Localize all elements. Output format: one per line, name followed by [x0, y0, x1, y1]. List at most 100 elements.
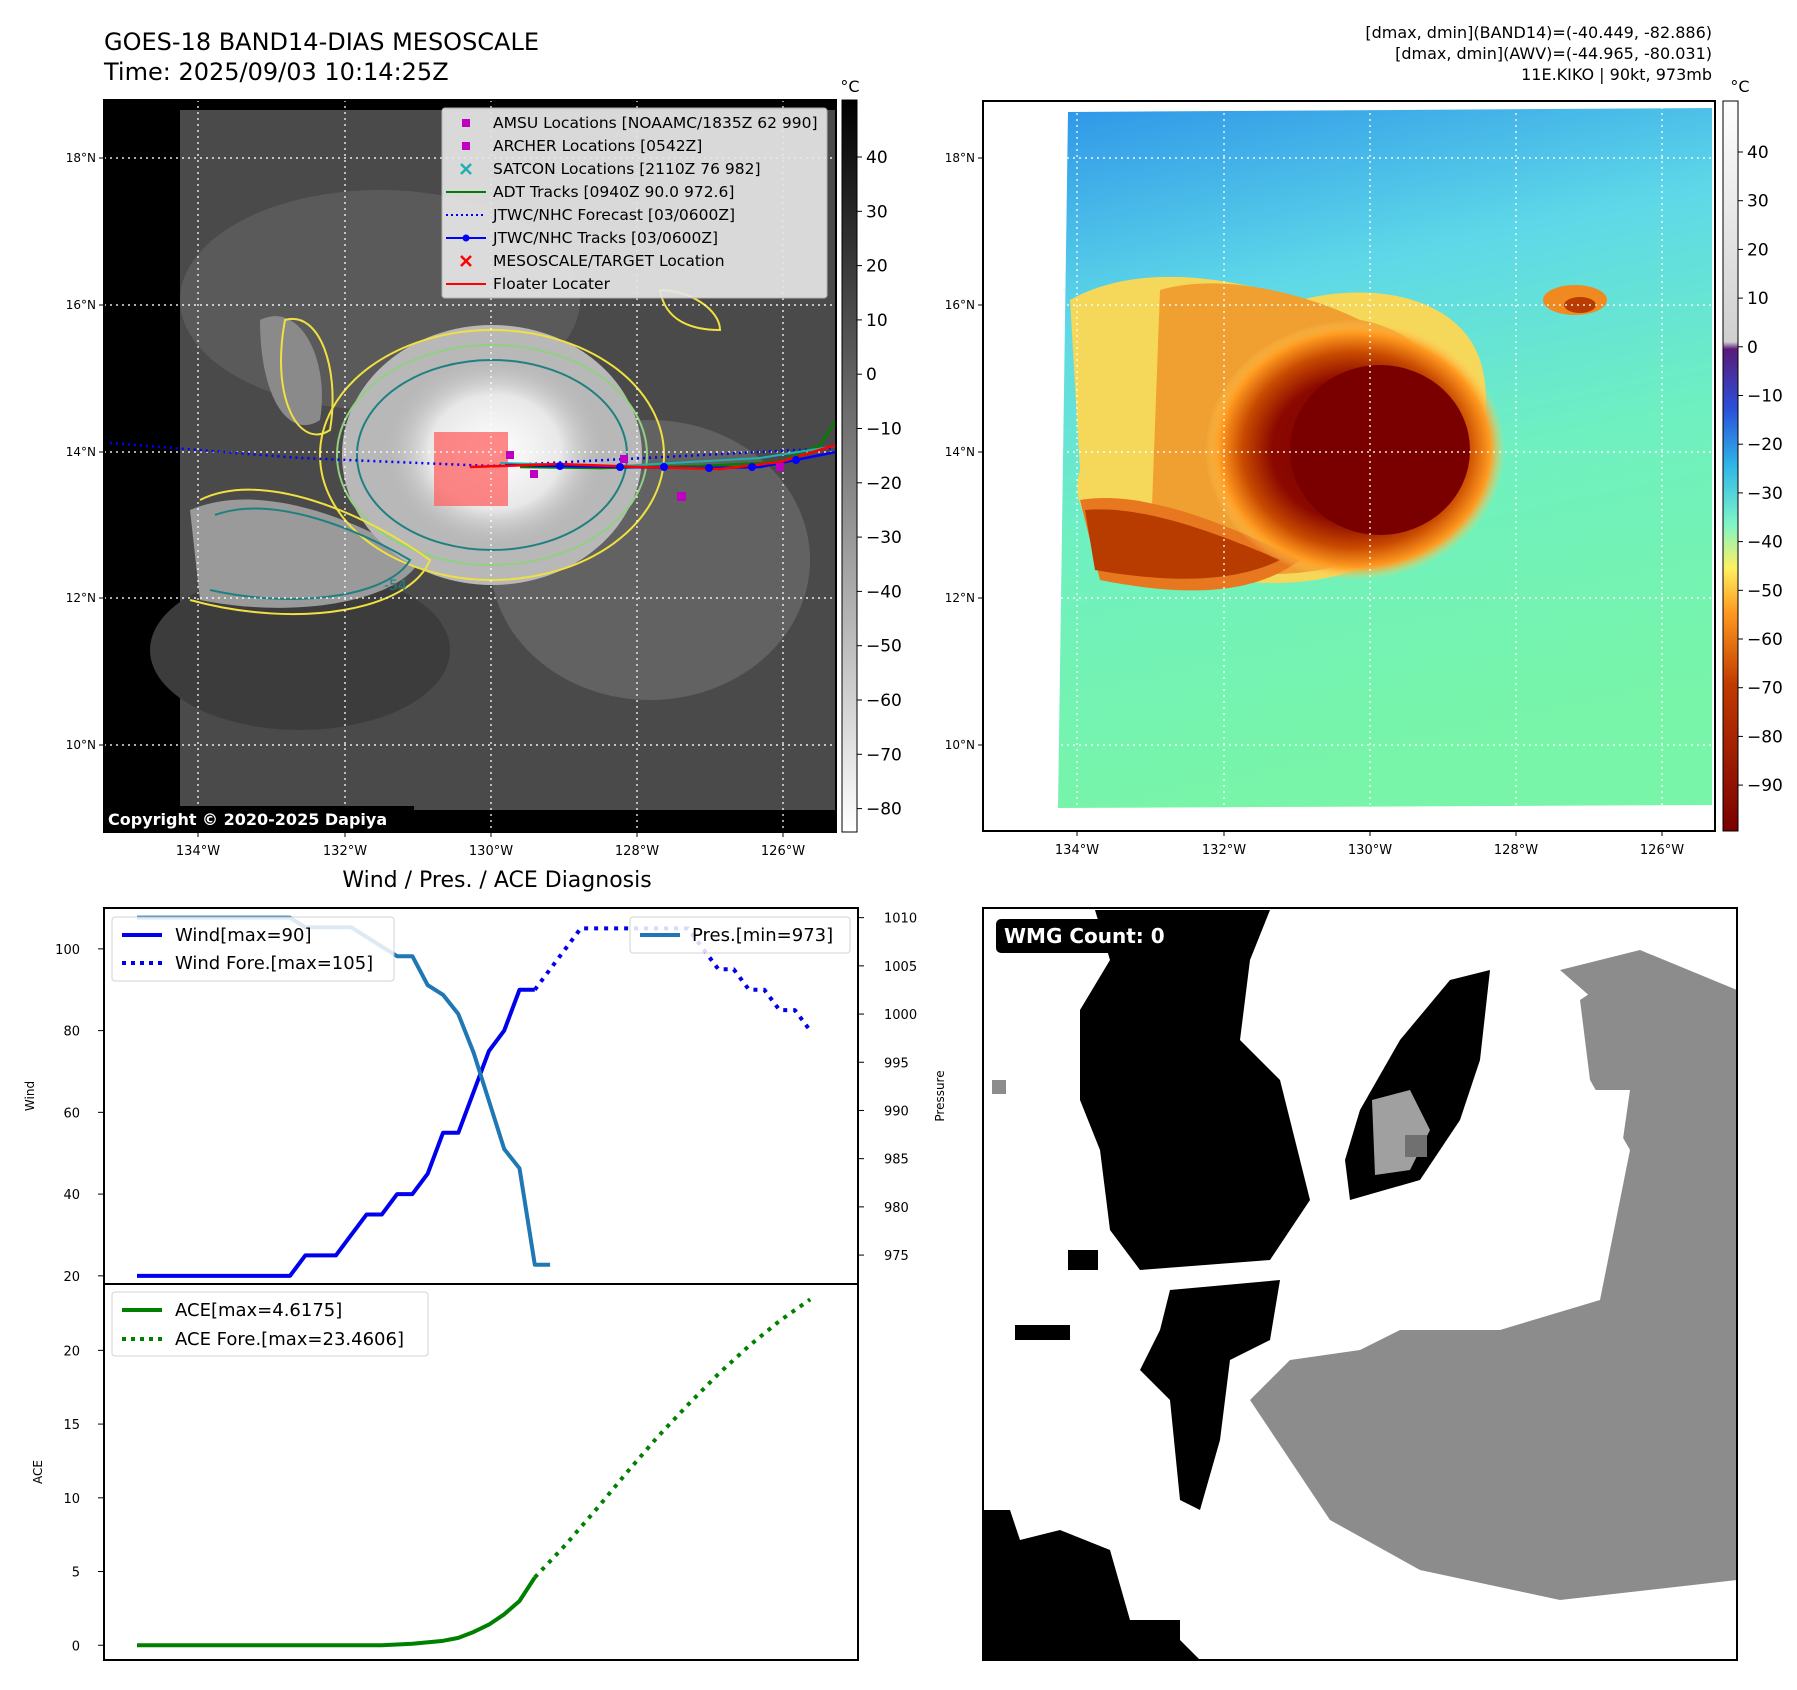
pressure-tick-label: 1000	[884, 1008, 917, 1023]
pressure-tick-label: 995	[884, 1056, 909, 1071]
wmg-panel: WMG Count: 0	[982, 907, 1738, 1661]
ir-colorbar-tick: −40	[866, 582, 902, 602]
ir-colorbar-tick: 0	[866, 365, 877, 385]
legend-ace-fore: ACE Fore.[max=23.4606]	[175, 1329, 404, 1350]
ace-tick-label: 5	[72, 1566, 80, 1581]
floater-target-box	[434, 432, 508, 506]
awv-colorbar-tick: −40	[1747, 533, 1783, 553]
awv-colorbar-tick: −10	[1747, 387, 1783, 407]
ir-colorbar-tick: 20	[866, 257, 888, 277]
wind-tick-label: 80	[63, 1025, 80, 1040]
lat-tick-label: 10°N	[66, 738, 96, 752]
ace-tick-label: 20	[63, 1344, 80, 1359]
awv-colorbar-unit: °C	[1730, 77, 1749, 96]
wind-axis-label: Wind	[23, 1081, 37, 1111]
legend-marker-x	[460, 255, 472, 267]
awv-colorbar-tick: −90	[1747, 776, 1783, 796]
figure-title: GOES-18 BAND14-DIAS MESOSCALE	[104, 28, 539, 56]
legend-label: ADT Tracks [0940Z 90.0 972.6]	[493, 183, 734, 201]
floater-locater-track	[469, 443, 837, 471]
wind-pressure-chart: Wind Pressure 20 40 60 80 100 975 980 985 990 99…	[23, 907, 947, 1285]
pressure-axis-label: Pressure	[933, 1070, 947, 1121]
awv-colorbar-tick: −50	[1747, 581, 1783, 601]
ir-colorbar-tick: 10	[866, 311, 888, 331]
awv-colorbar-tick: 0	[1747, 338, 1758, 358]
ir-colorbar-tick: −10	[866, 420, 902, 440]
wind-tick-label: 100	[55, 943, 80, 958]
legend-marker-x	[460, 163, 472, 175]
lat-tick-label: 18°N	[945, 151, 975, 165]
ir-colorbar-tick: 30	[866, 202, 888, 222]
contour-green	[336, 344, 648, 566]
awv-colorbar-tick: 40	[1747, 143, 1769, 163]
ir-map-panel: -54 Copyrig	[66, 99, 838, 859]
wind-tick-label: 40	[63, 1188, 80, 1203]
ir-colorbar-tick: −60	[866, 691, 902, 711]
awv-colorbar-tick: −80	[1747, 727, 1783, 747]
lon-tick-label: 126°W	[761, 844, 805, 859]
lon-tick-label: 134°W	[176, 844, 220, 859]
lat-tick-label: 18°N	[66, 151, 96, 165]
legend-wind-fore: Wind Fore.[max=105]	[175, 953, 373, 974]
ace-line	[137, 1576, 537, 1648]
diagnosis-title: Wind / Pres. / ACE Diagnosis	[342, 868, 651, 893]
legend-marker-square	[462, 142, 470, 150]
lon-tick-label: 134°W	[1055, 843, 1099, 858]
ir-colorbar-tick: −30	[866, 528, 902, 548]
legend-marker-square	[462, 119, 470, 127]
copyright-box	[104, 806, 414, 832]
copyright-text: Copyright © 2020-2025 Dapiya	[108, 810, 387, 829]
figure-time: Time: 2025/09/03 10:14:25Z	[103, 58, 449, 86]
lon-tick-label: 130°W	[469, 844, 513, 859]
ir-colorbar-unit: °C	[840, 77, 859, 96]
contour-label: -54	[384, 578, 407, 594]
contour-yellow	[319, 329, 665, 581]
ace-legend: ACE[max=4.6175] ACE Fore.[max=23.4606]	[111, 1291, 429, 1357]
legend-label: MESOSCALE/TARGET Location	[493, 252, 725, 270]
ir-colorbar-tick: −50	[866, 637, 902, 657]
legend-label: ARCHER Locations [0542Z]	[493, 137, 702, 155]
wind-tick-label: 20	[63, 1270, 80, 1285]
awv-colorbar-tick: −30	[1747, 484, 1783, 504]
ace-tick-label: 0	[72, 1639, 80, 1654]
dmax-band14: [dmax, dmin](BAND14)=(-40.449, -82.886)	[1365, 23, 1712, 42]
adt-track	[519, 419, 838, 470]
lon-tick-label: 132°W	[1202, 843, 1246, 858]
lon-tick-label: 128°W	[615, 844, 659, 859]
wind-legend: Wind[max=90] Wind Fore.[max=105]	[111, 916, 395, 982]
lat-tick-label: 10°N	[945, 738, 975, 752]
wmg-count-badge	[996, 919, 1172, 953]
awv-colorbar-tick: 20	[1747, 240, 1769, 260]
pressure-tick-label: 980	[884, 1201, 909, 1216]
ace-chart: ACE 0 5 10 15 20 ACE[max=4.6175] ACE Fore.[m…	[31, 1283, 859, 1661]
ir-colorbar: °C 40 30 20 10 0 −10 −20 −30 −40 −50 −60 −70 −80	[840, 77, 902, 833]
wmg-count-text: WMG Count: 0	[1004, 924, 1165, 948]
legend-label: SATCON Locations [2110Z 76 982]	[493, 160, 761, 178]
lat-tick-label: 12°N	[66, 591, 96, 605]
ace-tick-label: 15	[63, 1418, 80, 1433]
lon-tick-label: 126°W	[1640, 843, 1684, 858]
pressure-tick-label: 1005	[884, 960, 917, 975]
awv-colorbar-tick: 30	[1747, 192, 1769, 212]
awv-map-panel: 134°W 132°W 130°W 128°W 126°W 18°N 16°N 14°N 12…	[945, 100, 1716, 858]
dmax-awv: [dmax, dmin](AWV)=(-44.965, -80.031)	[1395, 44, 1712, 63]
wind-forecast-line	[533, 926, 812, 1032]
awv-colorbar-tick: 10	[1747, 289, 1769, 309]
pressure-tick-label: 1010	[884, 912, 917, 927]
pressure-tick-label: 985	[884, 1153, 909, 1168]
track-legend: AMSU Locations [NOAAMC/1835Z 62 990] ARCH…	[441, 107, 828, 299]
lat-tick-label: 16°N	[66, 298, 96, 312]
legend-marker-dot	[462, 234, 470, 242]
legend-label: AMSU Locations [NOAAMC/1835Z 62 990]	[493, 114, 818, 132]
legend-pres: Pres.[min=973]	[692, 925, 833, 946]
lat-tick-label: 14°N	[66, 445, 96, 459]
legend-label: JTWC/NHC Tracks [03/0600Z]	[492, 229, 718, 247]
legend-wind: Wind[max=90]	[175, 925, 312, 946]
lat-tick-label: 16°N	[945, 298, 975, 312]
awv-colorbar: °C 40 30 20 10 0 −10 −20 −30 −40 −50 −60 −70 −80 −90	[1722, 77, 1783, 832]
legend-label: JTWC/NHC Forecast [03/0600Z]	[492, 206, 735, 224]
lon-tick-label: 130°W	[1348, 843, 1392, 858]
pressure-tick-label: 975	[884, 1249, 909, 1264]
pressure-tick-label: 990	[884, 1104, 909, 1119]
